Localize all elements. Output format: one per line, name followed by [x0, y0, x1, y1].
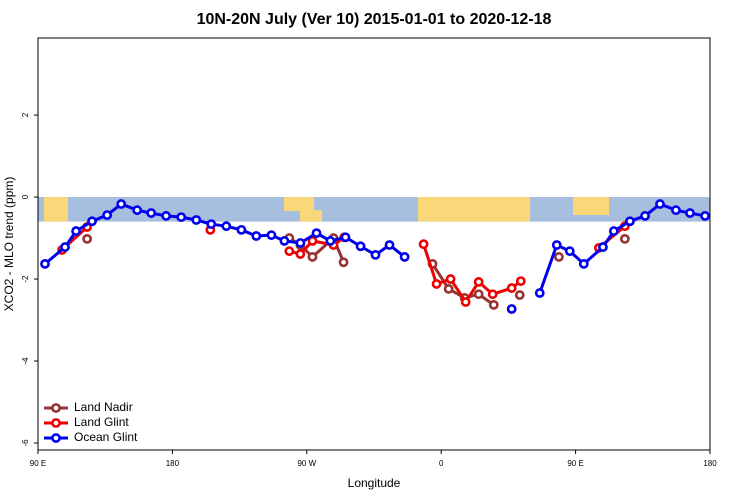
x-tick-label: 0 [439, 459, 444, 468]
data-point [284, 246, 295, 257]
data-point [578, 258, 589, 269]
data-point [176, 212, 187, 223]
data-point [443, 283, 454, 294]
data-point [311, 228, 322, 239]
data-point [295, 249, 306, 259]
data-point [640, 211, 650, 221]
data-point [206, 219, 217, 230]
data-point [146, 208, 157, 218]
data-point [399, 252, 410, 262]
data-point [161, 211, 172, 221]
y-tick-label: -6 [21, 439, 30, 447]
x-tick-label: 90 E [567, 459, 583, 468]
data-point [40, 258, 50, 269]
data-point [384, 240, 395, 250]
x-tick-label: 90 E [30, 459, 46, 468]
x-tick-label: 180 [703, 459, 717, 468]
data-point [355, 241, 366, 252]
data-point [685, 208, 695, 218]
legend-marker [51, 433, 61, 443]
data-point [87, 216, 97, 227]
chart-title: 10N-20N July (Ver 10) 2015-01-01 to 2020… [197, 11, 552, 28]
data-point [116, 199, 127, 209]
data-point [564, 246, 575, 257]
data-point [251, 231, 262, 241]
data-point [338, 257, 349, 268]
y-axis-label: XCO2 - MLO trend (ppm) [2, 177, 16, 312]
legend-label: Land Glint [74, 415, 129, 429]
legend-label: Land Nadir [74, 400, 133, 414]
data-point [553, 252, 564, 262]
data-point [370, 249, 381, 260]
data-point [625, 216, 635, 227]
data-point [488, 299, 499, 310]
plot-frame [37, 37, 711, 451]
data-point [60, 242, 70, 252]
y-tick-label: 0 [21, 194, 30, 199]
data-point [132, 205, 143, 216]
data-point [295, 238, 306, 248]
data-point [236, 224, 247, 235]
data-point [307, 252, 318, 262]
data-point [655, 199, 665, 209]
legend-marker [51, 403, 61, 413]
series-line [289, 238, 625, 305]
data-point [473, 277, 484, 287]
x-tick-label: 90 W [297, 459, 316, 468]
data-point [487, 289, 498, 300]
data-point [506, 283, 517, 293]
legend-marker [51, 418, 61, 428]
data-point [551, 240, 562, 250]
data-point [279, 236, 290, 246]
y-tick-label: 2 [21, 112, 30, 117]
data-point [71, 226, 81, 236]
data-point [82, 233, 93, 244]
data-point [534, 288, 545, 298]
data-point [191, 215, 202, 225]
data-point [418, 239, 429, 250]
data-point [671, 205, 681, 216]
y-tick-label: -4 [21, 357, 30, 365]
data-point [473, 289, 484, 300]
data-point [102, 210, 113, 220]
data-point [700, 211, 710, 221]
data-point [221, 221, 232, 232]
legend-label: Ocean Glint [74, 430, 138, 444]
x-axis-label: Longitude [348, 476, 401, 490]
data-point [514, 290, 525, 300]
data-point [445, 274, 456, 284]
data-point [608, 226, 619, 236]
data-point [431, 279, 442, 289]
data-point [460, 297, 471, 307]
x-tick-label: 180 [166, 459, 180, 468]
data-point [325, 236, 336, 246]
data-point [515, 276, 526, 287]
y-tick-label: -2 [21, 275, 30, 283]
data-point [266, 230, 277, 241]
data-point [619, 233, 630, 244]
data-point [598, 242, 608, 252]
data-point [340, 232, 351, 243]
data-point [506, 304, 517, 314]
